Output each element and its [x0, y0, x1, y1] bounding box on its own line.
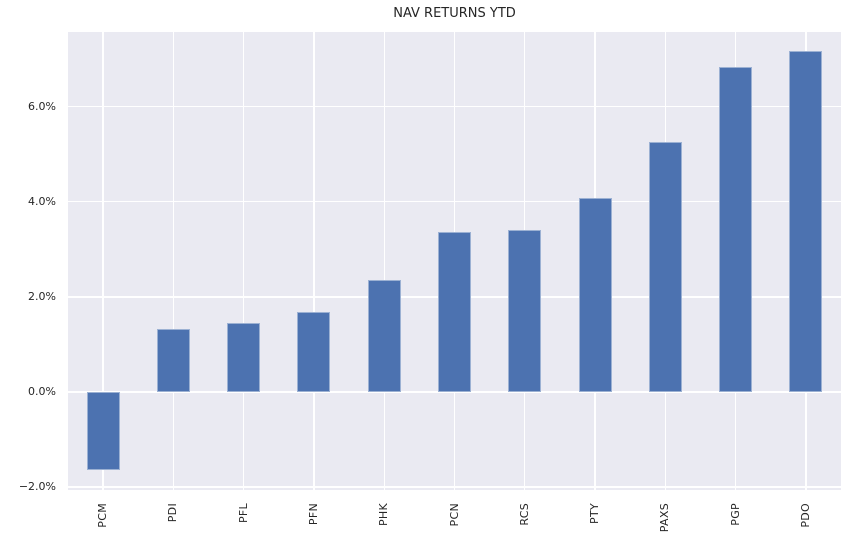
x-gridline: [383, 31, 385, 490]
bar-pcn: [438, 231, 471, 393]
x-tick-label-pfn: PFN: [306, 503, 320, 526]
x-tick-label-phk: PHK: [377, 503, 391, 527]
x-gridline: [172, 31, 175, 490]
x-tick-label-pcm: PCM: [96, 503, 110, 528]
x-tick-label-pcn: PCN: [447, 503, 461, 527]
x-tick-label-pgp: PGP: [728, 503, 742, 526]
y-tick-label: 6.0%: [28, 99, 56, 113]
bar-rcs: [508, 229, 542, 392]
x-tick-label-paxs: PAXS: [658, 503, 672, 533]
x-tick-label-pdi: PDI: [166, 503, 180, 523]
x-tick-label-rcs: RCS: [517, 503, 531, 526]
x-gridline: [313, 31, 315, 490]
y-tick-label: 2.0%: [28, 289, 56, 303]
x-tick-label-pfl: PFL: [236, 503, 250, 523]
y-tick-label: 0.0%: [28, 385, 56, 399]
bar-pty: [578, 197, 612, 392]
x-gridline: [102, 31, 104, 490]
bar-pcm: [86, 392, 120, 471]
bar-paxs: [648, 141, 682, 393]
x-tick-label-pdo: PDO: [798, 503, 812, 528]
x-tick-label-pty: PTY: [588, 503, 602, 524]
bar-pdi: [156, 328, 190, 392]
x-gridline: [243, 31, 245, 490]
y-tick-label: −2.0%: [18, 480, 56, 494]
chart-title: NAV RETURNS YTD: [393, 6, 516, 21]
y-tick-label: 4.0%: [28, 194, 56, 208]
plot-area: [68, 31, 841, 490]
bar-pgp: [719, 66, 753, 392]
bar-phk: [367, 280, 401, 393]
bar-pfl: [227, 322, 261, 393]
bar-pfn: [297, 312, 331, 392]
bar-pdo: [789, 50, 823, 392]
